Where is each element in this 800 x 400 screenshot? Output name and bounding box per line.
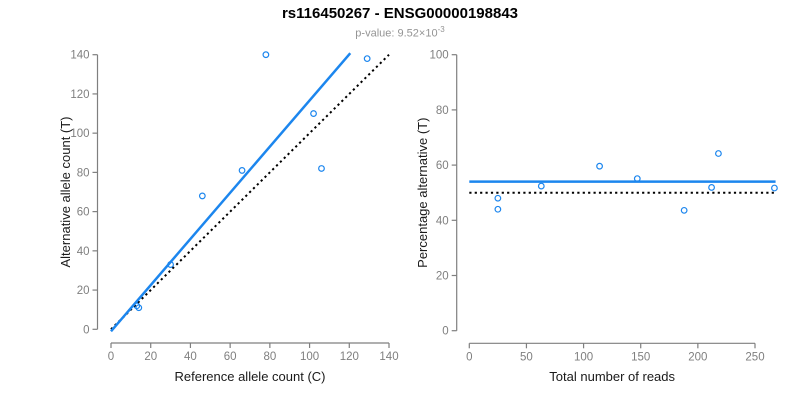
x-tick-label: 40 — [184, 351, 197, 363]
plot-right: 0 50 100 150 200 250 0 20 40 60 80 100 Total number … — [415, 50, 778, 384]
data-point — [537, 182, 545, 190]
plot-left: 0 20 40 60 80 100 120 140 0 20 40 60 80 100 120 140 Refe… — [58, 50, 399, 384]
y-tick-label: 100 — [430, 50, 449, 62]
data-point — [318, 165, 325, 172]
x-tick-label: 150 — [631, 351, 650, 363]
x-axis-label: Reference allele count (C) — [174, 369, 325, 384]
y-tick-label: 80 — [436, 105, 449, 117]
y-tick-label: 80 — [77, 167, 90, 179]
identity-line — [110, 53, 390, 331]
data-point — [680, 206, 688, 214]
data-point — [238, 167, 246, 174]
data-point — [596, 162, 603, 170]
data-point — [135, 304, 143, 312]
data-point — [363, 55, 371, 63]
fit-line — [110, 52, 352, 333]
data-point — [715, 150, 722, 157]
x-tick-label: 200 — [688, 351, 707, 363]
y-tick-label: 40 — [436, 215, 449, 227]
data-point — [310, 110, 317, 117]
y-tick-label: 40 — [77, 246, 90, 258]
y-tick-label: 0 — [83, 324, 89, 336]
y-tick-label: 60 — [77, 207, 90, 219]
y-axis-label: Alternative allele count (T) — [58, 116, 73, 267]
y-tick-label: 20 — [77, 285, 90, 297]
x-tick-label: 120 — [340, 351, 359, 363]
x-tick-label: 100 — [300, 351, 319, 363]
pvalue-exponent: -3 — [437, 25, 445, 34]
y-tick-label: 0 — [442, 326, 448, 338]
x-tick-label: 0 — [466, 351, 472, 363]
x-tick-label: 250 — [745, 351, 764, 363]
figure-subtitle: p-value: 9.52×10-3 — [0, 25, 800, 40]
y-tick-label: 60 — [436, 160, 449, 172]
x-tick-label: 100 — [574, 351, 593, 363]
x-tick-label: 50 — [520, 351, 533, 363]
x-tick-label: 60 — [224, 351, 237, 363]
x-tick-label: 20 — [144, 351, 157, 363]
y-tick-label: 140 — [70, 50, 89, 62]
data-point — [262, 51, 270, 59]
data-point — [494, 194, 502, 202]
data-point — [198, 192, 206, 200]
x-axis-label: Total number of reads — [549, 369, 675, 384]
y-tick-label: 120 — [70, 89, 89, 101]
y-axis-label: Percentage alternative (T) — [415, 118, 430, 268]
data-point — [771, 184, 778, 192]
data-point — [494, 205, 502, 213]
data-point — [708, 184, 715, 191]
x-tick-label: 140 — [379, 351, 398, 363]
x-tick-label: 80 — [263, 351, 276, 363]
pvalue-text: p-value: 9.52×10 — [355, 27, 438, 40]
y-tick-label: 100 — [70, 128, 89, 140]
y-tick-label: 20 — [436, 271, 449, 283]
figure-title: rs116450267 - ENSG00000198843 — [281, 5, 519, 22]
x-tick-label: 0 — [108, 351, 114, 363]
